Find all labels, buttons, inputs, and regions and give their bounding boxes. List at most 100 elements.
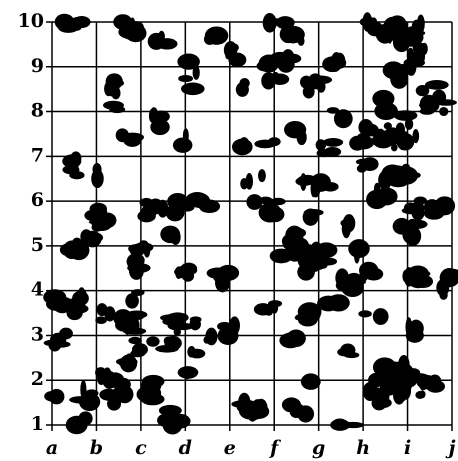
- blob: [269, 248, 293, 264]
- blob: [104, 306, 116, 322]
- blob: [203, 33, 216, 45]
- y-tick-label: 7: [31, 144, 44, 166]
- blob: [405, 219, 428, 230]
- blob: [268, 300, 283, 308]
- y-tick-label: 5: [31, 234, 44, 256]
- blob: [105, 78, 120, 97]
- blob: [286, 329, 306, 348]
- blob: [424, 79, 449, 90]
- blob: [172, 137, 193, 153]
- blob: [302, 85, 315, 99]
- blob: [133, 242, 154, 253]
- blob: [297, 36, 305, 46]
- blob: [297, 263, 315, 281]
- labels: 1 2 3 4 5 6 7 8 9 10 a b c d e f g h i j: [18, 10, 456, 459]
- blob: [399, 140, 406, 151]
- blob: [188, 348, 206, 359]
- blob: [130, 317, 140, 335]
- blob: [258, 169, 266, 183]
- y-tick-label: 2: [31, 368, 44, 390]
- x-tick-label: b: [90, 437, 103, 459]
- blob: [98, 207, 108, 216]
- blob: [184, 265, 198, 275]
- blob: [372, 131, 395, 149]
- blob: [46, 292, 64, 299]
- blob: [248, 403, 270, 419]
- blob: [91, 169, 104, 189]
- blob: [125, 293, 139, 309]
- blob: [282, 235, 305, 252]
- blob: [410, 31, 424, 44]
- blob: [70, 151, 82, 165]
- blob: [230, 43, 239, 52]
- blob: [321, 181, 339, 192]
- blob: [441, 204, 452, 214]
- blob: [363, 123, 379, 137]
- blob: [364, 267, 384, 281]
- grid: [46, 21, 453, 431]
- blob: [359, 161, 370, 170]
- blob: [235, 82, 249, 97]
- blob: [411, 373, 430, 384]
- blob: [303, 209, 324, 217]
- x-tick-label: e: [224, 437, 236, 459]
- blob: [142, 374, 165, 388]
- blob: [358, 310, 372, 318]
- blob: [262, 13, 277, 33]
- y-tick-label: 6: [31, 189, 44, 211]
- blob: [381, 164, 404, 182]
- blob: [103, 367, 111, 378]
- x-tick-label: a: [46, 437, 58, 459]
- blob: [337, 347, 353, 357]
- x-tick-label: h: [356, 437, 370, 459]
- blob: [48, 337, 62, 352]
- blob: [85, 389, 99, 398]
- blob: [393, 385, 406, 405]
- blob: [167, 320, 187, 331]
- blob: [265, 208, 273, 221]
- blob: [88, 218, 113, 226]
- blob: [97, 372, 106, 386]
- blob: [178, 202, 195, 212]
- blob: [203, 336, 211, 344]
- blob: [281, 49, 295, 66]
- blob: [217, 264, 240, 281]
- blob: [59, 327, 73, 340]
- blob: [157, 413, 175, 427]
- blob: [401, 206, 424, 215]
- blob: [246, 194, 263, 210]
- blob: [439, 290, 448, 300]
- blob: [285, 402, 304, 411]
- blob: [189, 317, 201, 331]
- blob: [381, 360, 389, 372]
- blob: [284, 120, 307, 139]
- blob: [131, 343, 148, 356]
- blob: [366, 189, 388, 210]
- blob: [217, 321, 232, 331]
- blob: [412, 129, 420, 144]
- blob: [80, 231, 104, 244]
- blob: [330, 52, 343, 71]
- blob: [326, 107, 340, 114]
- blob: [264, 309, 273, 316]
- blob: [238, 137, 250, 154]
- blob: [69, 295, 86, 313]
- blob: [415, 391, 425, 399]
- blob: [270, 73, 290, 85]
- blob: [115, 357, 138, 366]
- blob: [384, 28, 399, 41]
- blob: [122, 132, 142, 147]
- blob: [390, 143, 398, 152]
- blob: [235, 52, 243, 62]
- blob: [279, 25, 297, 44]
- blob: [315, 139, 327, 151]
- blob: [147, 32, 165, 50]
- blob: [140, 393, 165, 406]
- blob: [192, 65, 200, 80]
- blob: [317, 295, 340, 312]
- blobs: [43, 12, 458, 435]
- blob: [301, 305, 321, 323]
- blob: [146, 336, 160, 347]
- blob: [128, 336, 142, 345]
